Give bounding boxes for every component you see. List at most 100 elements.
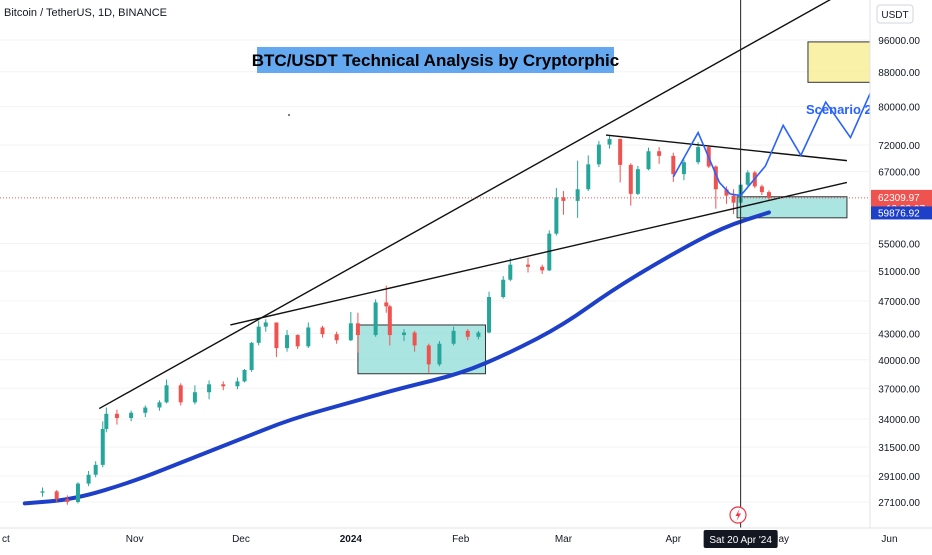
candle-body (540, 266, 545, 271)
candle-body (401, 332, 406, 336)
candle-body (628, 164, 633, 194)
x-tick-label: Mar (555, 534, 573, 545)
candle-body (373, 302, 378, 336)
candle-body (221, 384, 226, 387)
x-tick-label: Dec (232, 534, 250, 545)
candle-body (759, 186, 764, 193)
y-tick-label: 96000.00 (878, 36, 920, 47)
candle-body (745, 172, 750, 185)
x-tick-label: 2024 (340, 534, 363, 545)
descending-resistance (605, 134, 848, 162)
candle-body (554, 197, 559, 234)
symbol-line: Bitcoin / TetherUS, 1D, BINANCE (4, 7, 167, 19)
candle-body (143, 407, 148, 413)
time-axis-bg (0, 528, 932, 550)
candle-body (451, 330, 456, 344)
y-tick-label: 72000.00 (878, 141, 920, 152)
candle-body (100, 428, 105, 465)
moving-average-layer (22, 210, 771, 506)
candle-body (164, 385, 169, 403)
candle-body (320, 327, 325, 335)
scenario-path (740, 73, 880, 197)
candle-body (242, 369, 247, 382)
candle-body (263, 322, 268, 327)
candle-body (618, 139, 623, 165)
candle-body (731, 195, 736, 203)
title-banner (257, 47, 614, 73)
y-tick-label: 31500.00 (878, 443, 920, 454)
candle-body (384, 302, 389, 307)
y-tick-label: 55000.00 (878, 239, 920, 250)
ma-value-label: 59876.92 (878, 208, 920, 219)
chart-title: BTC/USDT Technical Analysis by Cryptorph… (252, 51, 619, 70)
candle-body (426, 345, 431, 365)
candle-body (596, 144, 601, 165)
candle-body (157, 402, 162, 408)
candle-body (607, 139, 612, 145)
candle-body (724, 189, 729, 196)
candle-body (348, 323, 353, 341)
candle-body (547, 233, 552, 271)
candle-body (40, 491, 45, 493)
y-tick-label: 51000.00 (878, 267, 920, 278)
candle-body (355, 323, 360, 336)
candle-body (334, 334, 339, 341)
x-tick-label: Feb (452, 534, 470, 545)
crosshair-date-label: Sat 20 Apr '24 (709, 535, 772, 546)
y-tick-label: 47000.00 (878, 297, 920, 308)
price-axis-bg (870, 0, 932, 550)
last-price-label: 62309.97 (878, 193, 920, 204)
x-tick-label: ct (2, 534, 10, 545)
candle-body (671, 155, 676, 175)
candle-body (412, 332, 417, 346)
candle-body (285, 335, 290, 349)
candle-body (75, 483, 80, 502)
crosshair-date-badge (703, 530, 778, 548)
candle-body (65, 499, 70, 502)
candle-body (766, 192, 771, 198)
candle-body (104, 413, 109, 429)
candle-body (713, 166, 718, 190)
candle-body (437, 343, 442, 365)
scenario-label: Scenario 2 (806, 102, 872, 117)
x-tick-label: Nov (126, 534, 144, 545)
candle-body (387, 306, 392, 336)
candle-body (646, 151, 651, 170)
candle-body (526, 264, 531, 267)
y-tick-label: 34000.00 (878, 415, 920, 426)
candle-body (586, 164, 591, 190)
ma-value-badge (871, 206, 932, 220)
candle-body (465, 330, 470, 337)
y-tick-label: 27100.00 (878, 498, 920, 509)
candle-body (207, 384, 212, 393)
candle-body (86, 474, 91, 484)
candle-body (178, 385, 183, 403)
currency-badge-label: USDT (881, 10, 908, 21)
candle-body (256, 326, 261, 343)
y-tick-label: 67000.00 (878, 167, 920, 178)
marker-dot (288, 114, 290, 116)
candle-body (129, 412, 134, 419)
y-tick-label: 80000.00 (878, 103, 920, 114)
candle-body (681, 162, 686, 175)
support-box (736, 196, 848, 219)
candle-body (635, 169, 640, 194)
y-tick-label: 40000.00 (878, 356, 920, 367)
grid-layer (0, 39, 869, 503)
y-tick-label: 37000.00 (878, 384, 920, 395)
candle-body (274, 322, 279, 349)
candle-body (306, 327, 311, 347)
x-tick-label: Jun (881, 534, 897, 545)
candle-body (235, 381, 240, 387)
candle-body (93, 464, 98, 475)
candle-body (561, 197, 566, 201)
upper-channel (98, 0, 831, 410)
currency-badge (876, 4, 914, 24)
candle-body (487, 297, 492, 333)
moving-average-line (22, 210, 771, 506)
x-tick-label: Apr (666, 534, 682, 545)
